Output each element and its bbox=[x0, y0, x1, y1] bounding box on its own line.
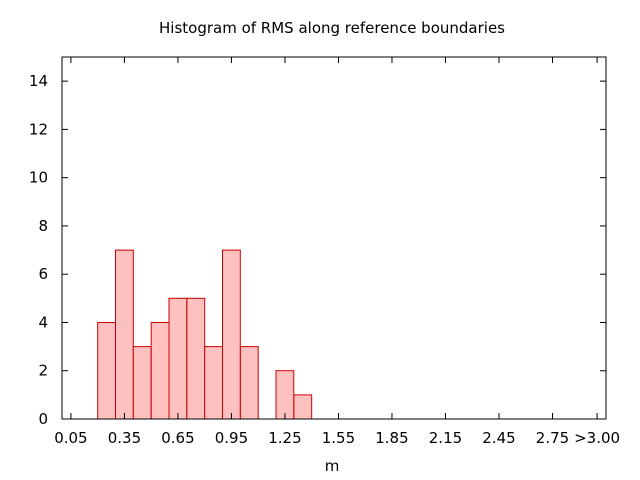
y-tick-label-5: 10 bbox=[29, 169, 48, 187]
y-tick-label-6: 12 bbox=[29, 120, 48, 138]
y-tick-label-0: 0 bbox=[38, 410, 48, 428]
x-axis-label: m bbox=[325, 457, 340, 475]
histogram-bar-9 bbox=[275, 370, 295, 420]
x-tick-label-4: 1.25 bbox=[268, 429, 301, 447]
tick-labels: 0 2 4 6 8 10 12 14 0.05 0.35 0.65 0.95 1.25 1.55 1.85 2… bbox=[29, 72, 620, 447]
histogram-bar-5 bbox=[186, 297, 206, 420]
histogram-bar-1 bbox=[115, 249, 134, 420]
x-tick-label-6: 1.85 bbox=[375, 429, 408, 447]
y-tick-label-7: 14 bbox=[29, 72, 48, 90]
x-tick-label-1: 0.35 bbox=[108, 429, 141, 447]
y-tick-label-1: 2 bbox=[38, 362, 48, 380]
histogram-bar-8 bbox=[239, 346, 259, 420]
histogram-bar-6 bbox=[204, 346, 223, 420]
plot-frame bbox=[61, 56, 607, 420]
x-tick-label-8: 2.45 bbox=[482, 429, 515, 447]
x-tick-label-2: 0.65 bbox=[161, 429, 194, 447]
x-tick-label-5: 1.55 bbox=[322, 429, 355, 447]
x-tick-label-0: 0.05 bbox=[54, 429, 87, 447]
histogram-bar-4 bbox=[168, 297, 188, 420]
y-tick-label-2: 4 bbox=[38, 313, 48, 331]
histogram-bar-2 bbox=[132, 346, 152, 420]
x-tick-label-10: >3.00 bbox=[574, 429, 620, 447]
x-tick-label-3: 0.95 bbox=[215, 429, 248, 447]
x-tick-label-9: 2.75 bbox=[536, 429, 569, 447]
x-tick-label-7: 2.15 bbox=[429, 429, 462, 447]
bars-group bbox=[97, 249, 313, 420]
chart-title: Histogram of RMS along reference boundar… bbox=[159, 19, 505, 37]
histogram-bar-7 bbox=[222, 249, 241, 420]
y-tick-label-4: 8 bbox=[38, 217, 48, 235]
axis-ticks bbox=[62, 57, 606, 420]
histogram-bar-0 bbox=[97, 322, 116, 420]
histogram-bar-10 bbox=[293, 394, 313, 420]
histogram-bar-3 bbox=[150, 322, 170, 420]
y-tick-label-3: 6 bbox=[38, 265, 48, 283]
